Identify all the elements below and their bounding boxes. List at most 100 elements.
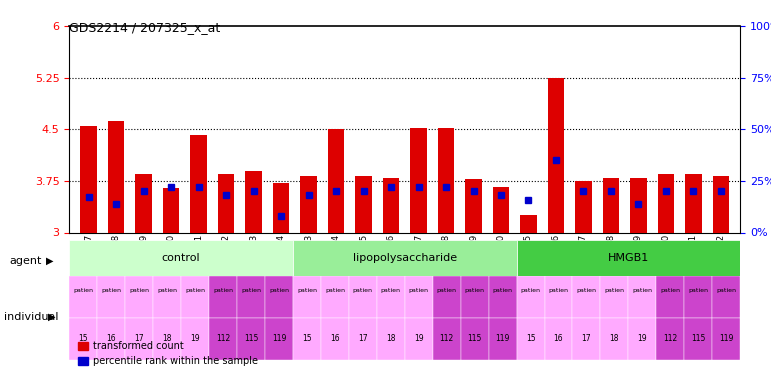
- Bar: [601, 276, 628, 318]
- Text: patien: patien: [73, 288, 93, 293]
- Bar: [125, 276, 153, 318]
- Text: 119: 119: [272, 334, 286, 344]
- Bar: [656, 318, 684, 360]
- Bar: [405, 276, 433, 318]
- Bar: [382, 177, 399, 232]
- Text: 19: 19: [638, 334, 647, 344]
- Bar: [181, 276, 209, 318]
- Bar: [712, 276, 740, 318]
- Bar: [489, 276, 517, 318]
- Bar: [656, 276, 684, 318]
- Bar: [69, 240, 293, 276]
- Bar: [489, 318, 517, 360]
- Bar: [80, 126, 97, 232]
- Bar: [348, 318, 377, 360]
- Bar: [355, 176, 372, 232]
- Text: patien: patien: [101, 288, 121, 293]
- Text: lipopolysaccharide: lipopolysaccharide: [352, 253, 457, 263]
- Bar: [321, 318, 348, 360]
- Text: patien: patien: [493, 288, 513, 293]
- Text: GDS2214 / 207325_x_at: GDS2214 / 207325_x_at: [69, 21, 221, 34]
- Bar: [377, 318, 405, 360]
- Text: 112: 112: [216, 334, 231, 344]
- Text: patien: patien: [269, 288, 289, 293]
- Bar: [181, 318, 209, 360]
- Text: individual: individual: [4, 312, 59, 322]
- Bar: [685, 174, 702, 232]
- Bar: [517, 276, 544, 318]
- Bar: [377, 276, 405, 318]
- Bar: [465, 179, 482, 232]
- Text: patien: patien: [436, 288, 456, 293]
- Text: patien: patien: [465, 288, 485, 293]
- Bar: [153, 318, 181, 360]
- Bar: [572, 318, 601, 360]
- Legend: transformed count, percentile rank within the sample: transformed count, percentile rank withi…: [74, 338, 261, 370]
- Bar: [209, 276, 237, 318]
- Bar: [321, 276, 348, 318]
- Text: HMGB1: HMGB1: [608, 253, 649, 263]
- Text: 115: 115: [467, 334, 482, 344]
- Bar: [108, 121, 124, 232]
- Text: patien: patien: [325, 288, 345, 293]
- Text: 17: 17: [358, 334, 368, 344]
- Text: 18: 18: [386, 334, 396, 344]
- Bar: [209, 318, 237, 360]
- Bar: [544, 318, 572, 360]
- Bar: [273, 183, 289, 232]
- Text: patien: patien: [632, 288, 652, 293]
- Text: 19: 19: [190, 334, 200, 344]
- Text: 16: 16: [330, 334, 340, 344]
- Bar: [265, 318, 293, 360]
- Text: patien: patien: [577, 288, 597, 293]
- Bar: [328, 129, 345, 232]
- Bar: [237, 276, 265, 318]
- Bar: [628, 276, 656, 318]
- Bar: [293, 240, 517, 276]
- Bar: [460, 276, 489, 318]
- Text: 18: 18: [163, 334, 172, 344]
- Text: 119: 119: [719, 334, 733, 344]
- Text: patien: patien: [520, 288, 540, 293]
- Bar: [460, 318, 489, 360]
- Bar: [97, 276, 125, 318]
- Bar: [433, 276, 460, 318]
- Text: patien: patien: [185, 288, 205, 293]
- Text: 115: 115: [691, 334, 705, 344]
- Text: patien: patien: [130, 288, 150, 293]
- Text: patien: patien: [716, 288, 736, 293]
- Bar: [433, 318, 460, 360]
- Bar: [153, 276, 181, 318]
- Bar: [438, 128, 454, 232]
- Bar: [544, 276, 572, 318]
- Bar: [575, 181, 591, 232]
- Text: patien: patien: [548, 288, 568, 293]
- Bar: [603, 177, 619, 232]
- Text: patien: patien: [689, 288, 709, 293]
- Bar: [190, 135, 207, 232]
- Bar: [293, 276, 321, 318]
- Text: ▶: ▶: [48, 312, 56, 322]
- Bar: [218, 174, 234, 232]
- Text: 18: 18: [610, 334, 619, 344]
- Text: patien: patien: [241, 288, 261, 293]
- Bar: [163, 188, 180, 232]
- Text: 15: 15: [302, 334, 311, 344]
- Bar: [517, 318, 544, 360]
- Text: 16: 16: [106, 334, 116, 344]
- Text: 15: 15: [526, 334, 535, 344]
- Bar: [684, 276, 712, 318]
- Text: 17: 17: [581, 334, 591, 344]
- Text: 16: 16: [554, 334, 564, 344]
- Text: 19: 19: [414, 334, 423, 344]
- Text: patien: patien: [157, 288, 177, 293]
- Text: patien: patien: [660, 288, 680, 293]
- Bar: [493, 187, 509, 232]
- Bar: [601, 318, 628, 360]
- Bar: [293, 318, 321, 360]
- Text: 119: 119: [496, 334, 510, 344]
- Text: control: control: [162, 253, 200, 263]
- Bar: [265, 276, 293, 318]
- Text: patien: patien: [213, 288, 233, 293]
- Bar: [630, 177, 647, 232]
